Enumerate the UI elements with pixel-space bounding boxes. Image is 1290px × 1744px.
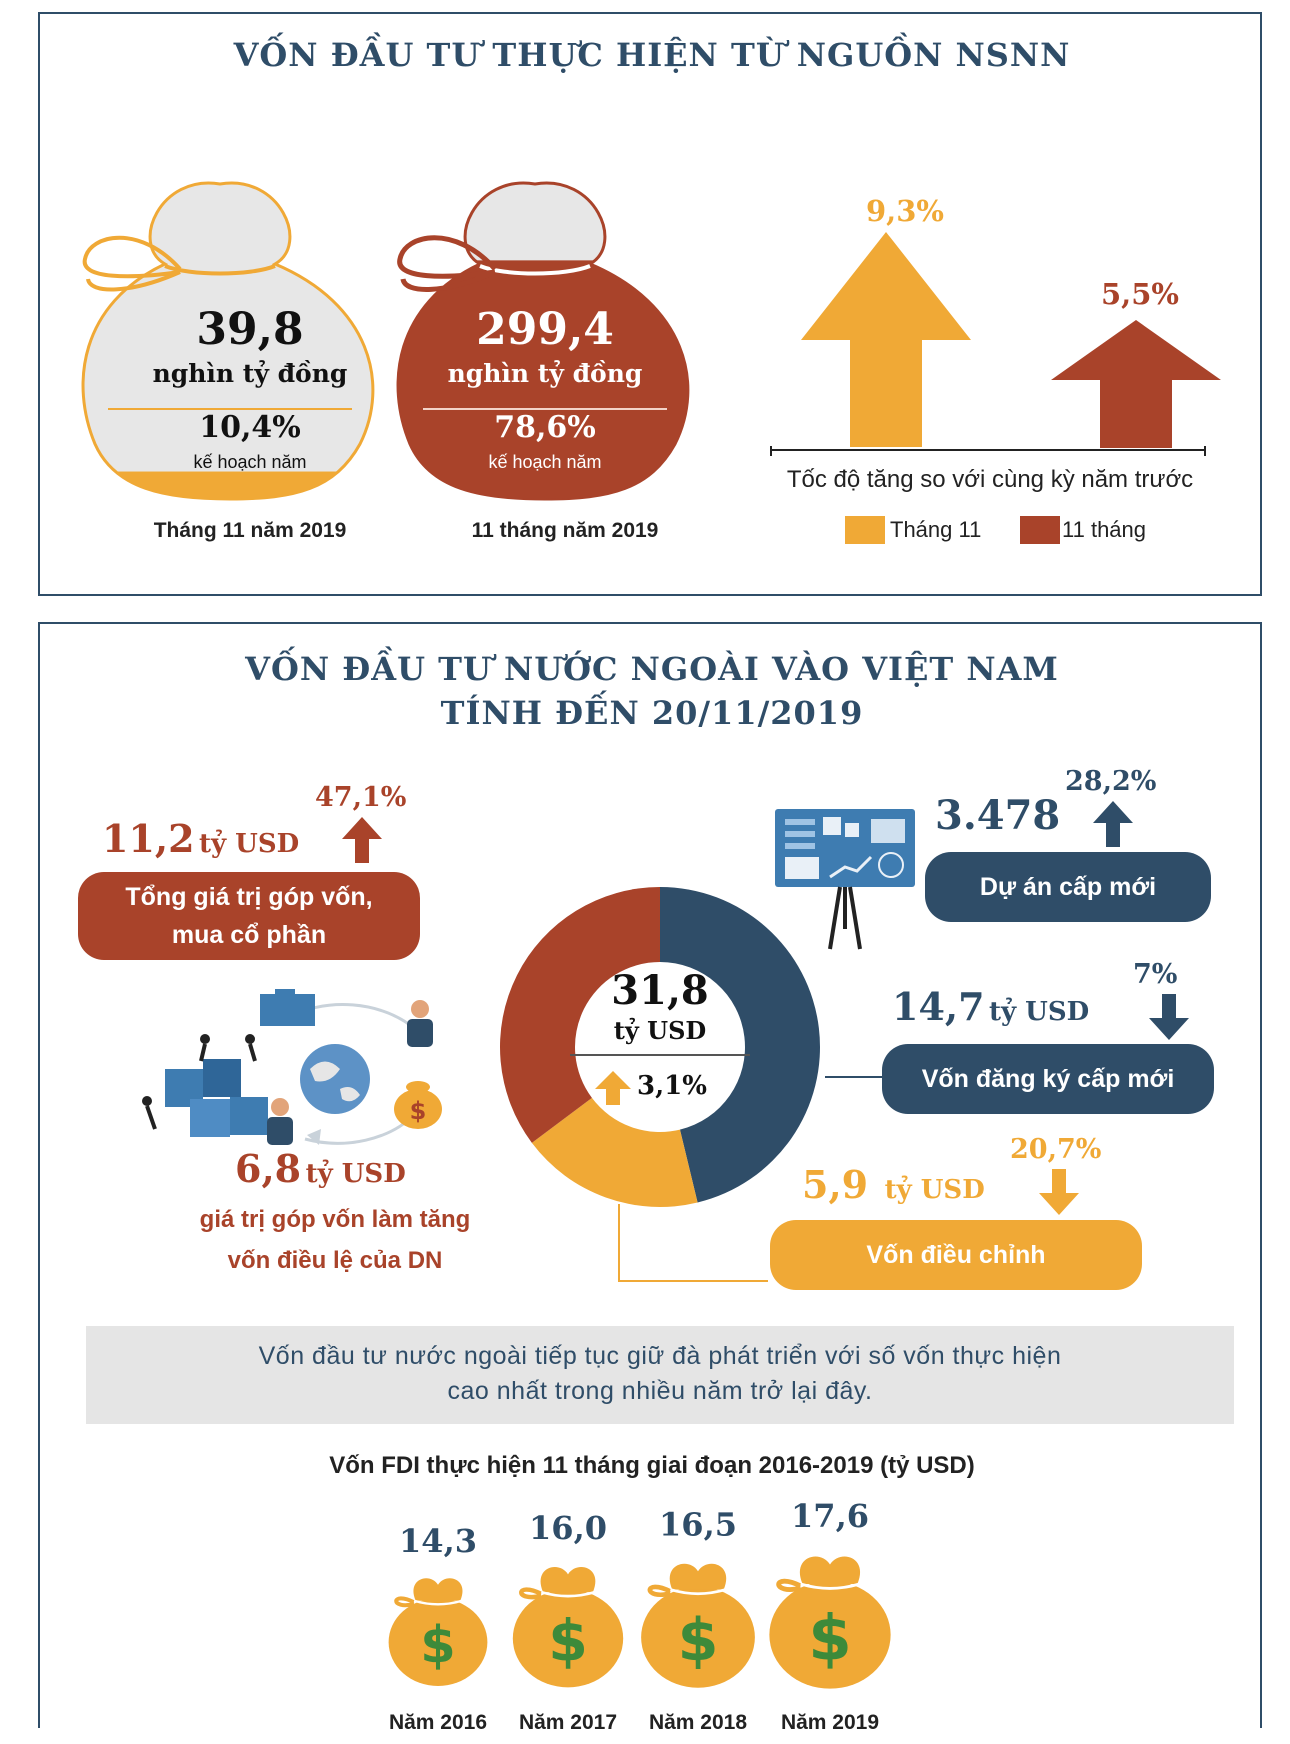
adjust-unit: tỷ USD <box>884 1175 985 1205</box>
donut-center-change: 3,1% <box>637 1071 707 1101</box>
fdi-panel: VỐN ĐẦU TƯ NƯỚC NGOÀI VÀO VIỆT NAM TÍNH … <box>38 622 1262 1734</box>
fdi-title-line1: VỐN ĐẦU TƯ NƯỚC NGOÀI VÀO VIỆT NAM <box>245 650 1059 688</box>
contrib-label-box: Tổng giá trị góp vốn, mua cổ phần <box>78 872 420 960</box>
adjust-amount: 5,9 tỷ USD <box>802 1162 985 1207</box>
bag2-unit: nghìn tỷ đồng <box>447 359 643 388</box>
new-reg-label-box: Vốn đăng ký cấp mới <box>882 1044 1214 1114</box>
fdi-bag-chart: $14,3 Năm 2016 $16,0 Năm 2017 $16,5 Năm 2018 $… <box>388 1497 891 1734</box>
contrib-unit: tỷ USD <box>199 829 300 859</box>
axis-line <box>770 446 1206 456</box>
bar-category-label-1: Năm 2016 <box>389 1711 487 1734</box>
bag2-percent: 78,6% <box>494 410 596 445</box>
bag1-value: 39,8 <box>196 304 304 355</box>
fdi-note-box: Vốn đầu tư nước ngoài tiếp tục giữ đà ph… <box>86 1326 1234 1424</box>
bar-bag-1: $ <box>388 1578 488 1686</box>
connector-adjust-v <box>618 1204 620 1282</box>
adjust-down-arrow-icon <box>1039 1169 1079 1215</box>
bag1-percent: 10,4% <box>199 410 301 445</box>
donut-slice-3 <box>500 887 660 1143</box>
bar-value-label-1: 14,3 <box>399 1522 477 1560</box>
new-reg-down-arrow-icon <box>1149 994 1189 1040</box>
donut-center-unit: tỷ USD <box>613 1016 707 1045</box>
charter-amount: 6,8 tỷ USD <box>235 1146 406 1191</box>
svg-text:$: $ <box>410 1097 427 1125</box>
bag1-caption: Tháng 11 năm 2019 <box>153 519 347 542</box>
contrib-label-line1: Tổng giá trị góp vốn, <box>125 883 373 911</box>
donut-slice-2 <box>531 1097 698 1207</box>
bag1-unit: nghìn tỷ đồng <box>152 359 348 388</box>
bag2-value: 299,4 <box>476 304 614 355</box>
arrow2-value: 5,5% <box>1100 277 1179 311</box>
nsnn-panel: VỐN ĐẦU TƯ THỰC HIỆN TỪ NGUỒN NSNN 39,8 … <box>38 12 1262 596</box>
bar-value-label-4: 17,6 <box>791 1497 869 1535</box>
projects-label-box: Dự án cấp mới <box>925 852 1211 922</box>
investment-puzzle-illustration: $ <box>142 989 442 1145</box>
bar-category-label-2: Năm 2017 <box>519 1711 617 1734</box>
projects-value: 3.478 <box>935 792 1061 839</box>
charter-value: 6,8 <box>235 1146 302 1191</box>
svg-text:$: $ <box>808 1601 852 1674</box>
donut-slice-1 <box>660 887 820 1203</box>
bar-value-label-3: 16,5 <box>659 1505 737 1543</box>
svg-text:$: $ <box>420 1616 455 1675</box>
legend-swatch-month <box>845 516 885 544</box>
donut-center-divider <box>570 1054 750 1056</box>
fdi-chart-title: Vốn FDI thực hiện 11 tháng giai đoạn 201… <box>329 1452 975 1479</box>
legend-label-11months: 11 tháng <box>1062 517 1147 542</box>
contrib-value: 11,2 <box>102 816 195 861</box>
bar-value-label-2: 16,0 <box>529 1509 607 1547</box>
up-arrow-11months-icon <box>1051 320 1221 448</box>
bag2-percent-label: kế hoạch năm <box>488 452 602 472</box>
arrow1-value: 9,3% <box>865 194 944 228</box>
adjust-label-box: Vốn điều chỉnh <box>770 1220 1142 1290</box>
bar-bag-4: $ <box>769 1556 891 1689</box>
projects-change: 28,2% <box>1065 766 1157 797</box>
svg-text:$: $ <box>678 1605 719 1674</box>
contrib-amount: 11,2 tỷ USD <box>102 816 299 861</box>
contrib-up-arrow-icon <box>342 817 382 863</box>
legend-label-month: Tháng 11 <box>890 517 982 542</box>
legend-swatch-11months <box>1020 516 1060 544</box>
money-bag-11months-icon <box>396 181 690 501</box>
charter-label-line2: vốn điều lệ của DN <box>227 1247 443 1274</box>
bar-category-label-3: Năm 2018 <box>649 1711 747 1734</box>
svg-text:$: $ <box>548 1609 588 1675</box>
up-arrow-month-icon <box>801 232 971 447</box>
adjust-value: 5,9 <box>802 1162 869 1207</box>
nsnn-title: VỐN ĐẦU TƯ THỰC HIỆN TỪ NGUỒN NSNN <box>233 36 1071 74</box>
fdi-donut-chart <box>500 887 820 1207</box>
connector-adjust-h <box>618 1280 768 1282</box>
growth-caption: Tốc độ tăng so với cùng kỳ năm trước <box>786 466 1194 493</box>
fdi-title-line2: TÍNH ĐẾN 20/11/2019 <box>440 694 864 732</box>
fdi-note-line1: Vốn đầu tư nước ngoài tiếp tục giữ đà ph… <box>258 1342 1062 1370</box>
bar-category-label-4: Năm 2019 <box>781 1711 879 1734</box>
contrib-change: 47,1% <box>315 782 407 813</box>
bar-bag-3: $ <box>641 1563 755 1688</box>
charter-unit: tỷ USD <box>305 1159 406 1189</box>
new-reg-change: 7% <box>1133 959 1178 990</box>
new-reg-amount: 14,7 tỷ USD <box>892 984 1089 1029</box>
new-reg-value: 14,7 <box>892 984 985 1029</box>
new-reg-unit: tỷ USD <box>989 997 1090 1027</box>
money-bag-month-icon <box>81 181 375 501</box>
donut-center-up-arrow-icon <box>595 1071 631 1105</box>
presentation-board-icon <box>775 809 915 950</box>
adjust-change: 20,7% <box>1010 1134 1102 1165</box>
bar-bag-2: $ <box>512 1567 624 1688</box>
donut-center-value: 31,8 <box>611 967 709 1014</box>
bag1-percent-label: kế hoạch năm <box>193 452 307 472</box>
bag2-caption: 11 tháng năm 2019 <box>471 519 659 542</box>
projects-up-arrow-icon <box>1093 801 1133 847</box>
charter-label-line1: giá trị góp vốn làm tăng <box>199 1206 471 1233</box>
connector-new-reg <box>825 1076 885 1078</box>
fdi-note-line2: cao nhất trong nhiều năm trở lại đây. <box>447 1377 873 1405</box>
contrib-label-line2: mua cổ phần <box>171 921 327 949</box>
